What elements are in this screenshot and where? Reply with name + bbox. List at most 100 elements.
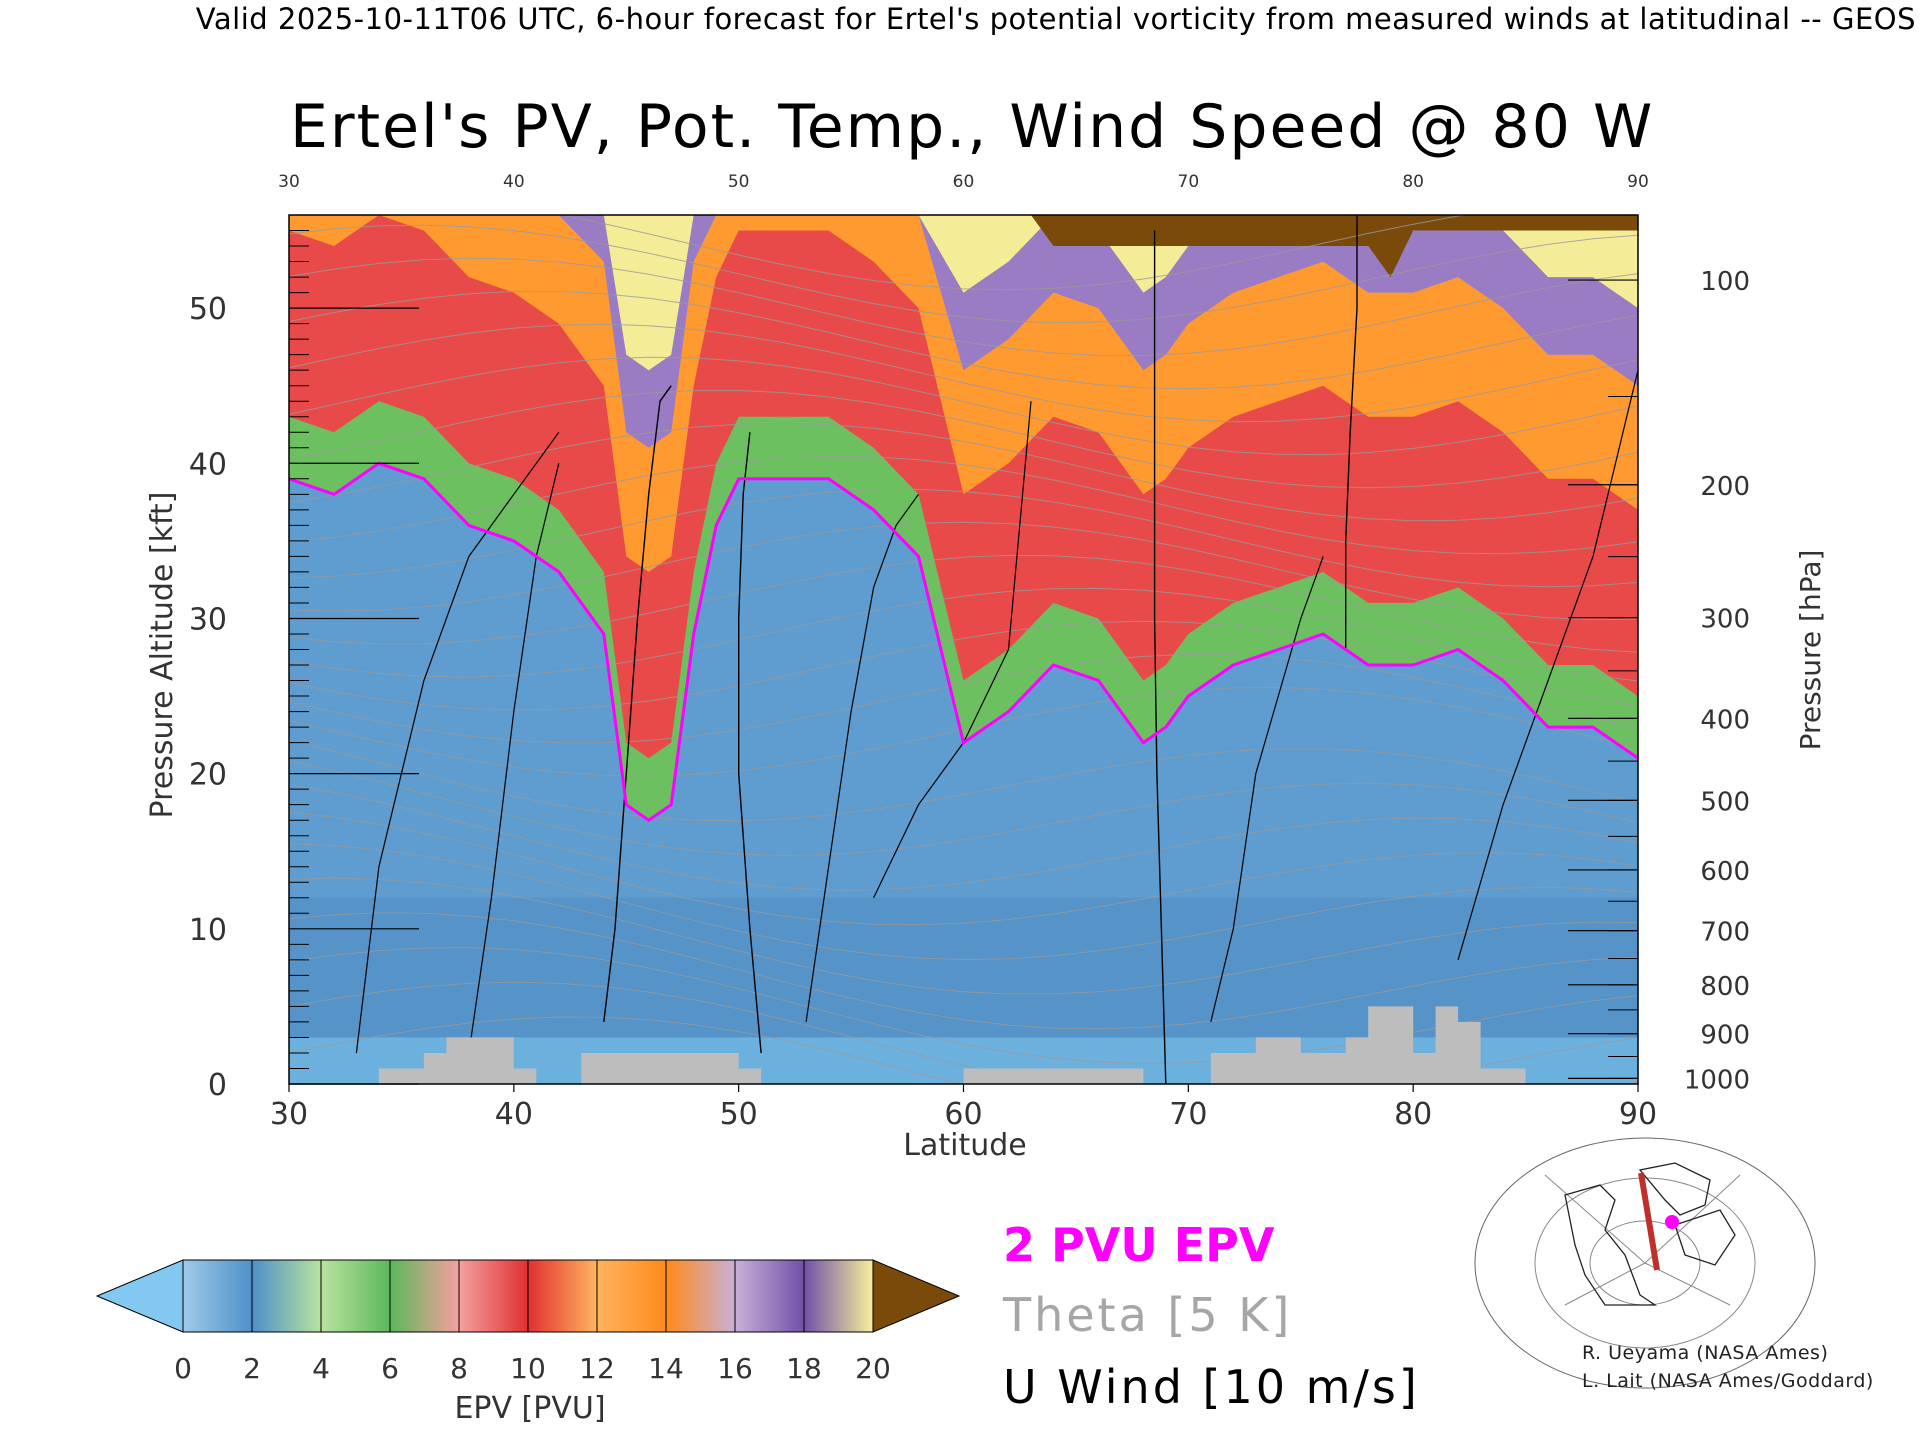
- y-tick-label: 50: [189, 292, 227, 327]
- theta-contour: [289, 521, 1638, 621]
- colorbar-tick-label: 14: [648, 1352, 684, 1385]
- theta-contour: [289, 653, 1638, 744]
- y-axis-label-right: Pressure [hPa]: [1794, 550, 1827, 751]
- theta-contour: [289, 389, 1638, 489]
- u-wind-contour: [1457, 370, 1638, 961]
- theta-contour: [560, 215, 1469, 291]
- u-wind-contour: [603, 385, 672, 1022]
- pressure-tick-label: 700: [1700, 918, 1750, 948]
- pressure-tick-label: 300: [1700, 605, 1750, 635]
- theta-contour: [289, 739, 1638, 822]
- colorbar-segment: [596, 1259, 667, 1333]
- colorbar-tick-label: 0: [174, 1352, 192, 1385]
- x-tick-label-top: 70: [1178, 172, 1200, 192]
- x-tick-label-top: 80: [1402, 172, 1424, 192]
- colorbar-segment: [320, 1259, 391, 1333]
- x-tick-label: 40: [495, 1097, 533, 1132]
- colorbar-tick-label: 12: [579, 1352, 615, 1385]
- legend-2pvu: 2 PVU EPV: [1003, 1218, 1275, 1272]
- theta-contour: [289, 323, 1638, 423]
- pressure-tick-label: 800: [1700, 972, 1750, 1002]
- colorbar-tick-label: 8: [450, 1352, 468, 1385]
- y-tick-label: 40: [189, 447, 227, 482]
- location-dot: [1665, 1215, 1679, 1229]
- theta-contour: [289, 224, 1638, 324]
- pressure-tick-label: 600: [1700, 857, 1750, 887]
- plot-area: [288, 214, 1639, 1085]
- y-axis-left: 0 10 20 30 40 50: [189, 230, 419, 1103]
- header-valid-time: Valid 2025-10-11T06 UTC, 6-hour forecast…: [195, 2, 1916, 36]
- u-wind-contour: [468, 463, 560, 1054]
- colorbar-segment: [458, 1259, 529, 1333]
- x-tick-label-top: 50: [728, 172, 750, 192]
- terrain: [289, 1006, 1638, 1084]
- u-wind-contours: [355, 215, 1638, 1084]
- y-tick-label: 10: [189, 913, 227, 948]
- theta-contour: [289, 811, 1638, 926]
- epv-colorbar: [95, 1259, 961, 1333]
- x-tick-label: 70: [1169, 1097, 1207, 1132]
- theta-contour: [289, 422, 1638, 522]
- colorbar-segment: [803, 1259, 874, 1333]
- x-tick-label: 90: [1619, 1097, 1657, 1132]
- theta-contours: [289, 215, 1638, 1084]
- theta-contour: [289, 843, 1638, 961]
- x-axis-top: 30 40 50 60 70 80 90: [278, 172, 1649, 192]
- colorbar-segment: [251, 1259, 322, 1333]
- band-yellow: [289, 215, 1638, 371]
- tropopause-2pvu-line: [288, 461, 1639, 823]
- x-tick-label-top: 90: [1627, 172, 1649, 192]
- colorbar-tick-label: 20: [855, 1352, 891, 1385]
- x-tick-label: 50: [720, 1097, 758, 1132]
- legend-theta: Theta [5 K]: [1003, 1288, 1293, 1342]
- theta-contour: [289, 291, 1638, 390]
- colorbar-tick-label: 6: [381, 1352, 399, 1385]
- x-axis-bottom: 30 40 50 60 70 80 90: [270, 1084, 1657, 1132]
- cross-section-track: [1638, 1172, 1660, 1271]
- colorbar-tick-label: 18: [786, 1352, 822, 1385]
- x-axis-label: Latitude: [903, 1128, 1026, 1163]
- x-tick-label: 80: [1394, 1097, 1432, 1132]
- band-brown: [1030, 215, 1638, 278]
- x-tick-label-top: 40: [503, 172, 525, 192]
- theta-contour: [289, 488, 1638, 588]
- theta-contour: [289, 877, 1638, 995]
- theta-contour: [289, 784, 1638, 891]
- inset-map: [1474, 1137, 1816, 1389]
- colorbar-segment: [527, 1259, 598, 1333]
- x-tick-label-top: 60: [953, 172, 975, 192]
- colorbar-tick-label: 16: [717, 1352, 753, 1385]
- u-wind-contour: [1210, 556, 1324, 1023]
- colorbar-label: EPV [PVU]: [454, 1391, 605, 1426]
- pressure-tick-label: 1000: [1684, 1065, 1750, 1095]
- credit-line-2: L. Lait (NASA Ames/Goddard): [1582, 1370, 1874, 1392]
- x-tick-label-top: 30: [278, 172, 300, 192]
- pressure-tick-label: 900: [1700, 1021, 1750, 1051]
- theta-contour: [289, 455, 1638, 555]
- colorbar-tick-label: 2: [243, 1352, 261, 1385]
- credit-line-1: R. Ueyama (NASA Ames): [1582, 1342, 1829, 1364]
- colorbar-segment: [734, 1259, 805, 1333]
- theta-contour: [289, 257, 1638, 357]
- colorbar-tick-label: 10: [510, 1352, 546, 1385]
- u-wind-contour: [1153, 230, 1167, 1084]
- y-axis-right: 100 200 300 400 500 600 700 800 900 1000: [1568, 267, 1750, 1095]
- u-wind-contour: [1345, 215, 1358, 650]
- x-tick-label: 60: [944, 1097, 982, 1132]
- pressure-tick-label: 200: [1700, 472, 1750, 502]
- colorbar-over-arrow: [872, 1259, 961, 1333]
- x-tick-label: 30: [270, 1097, 308, 1132]
- theta-contour: [289, 356, 1638, 456]
- pressure-tick-label: 100: [1700, 267, 1750, 297]
- y-tick-label: 20: [189, 758, 227, 793]
- u-wind-contour: [805, 493, 919, 1022]
- pressure-tick-label: 500: [1700, 787, 1750, 817]
- colorbar-segment: [665, 1259, 736, 1333]
- colorbar-segment: [389, 1259, 460, 1333]
- y-tick-label: 0: [208, 1068, 227, 1103]
- pressure-tick-label: 400: [1700, 705, 1750, 735]
- chart-title: Ertel's PV, Pot. Temp., Wind Speed @ 80 …: [290, 92, 1655, 162]
- colorbar-tick-label: 4: [312, 1352, 330, 1385]
- theta-contour: [289, 686, 1638, 777]
